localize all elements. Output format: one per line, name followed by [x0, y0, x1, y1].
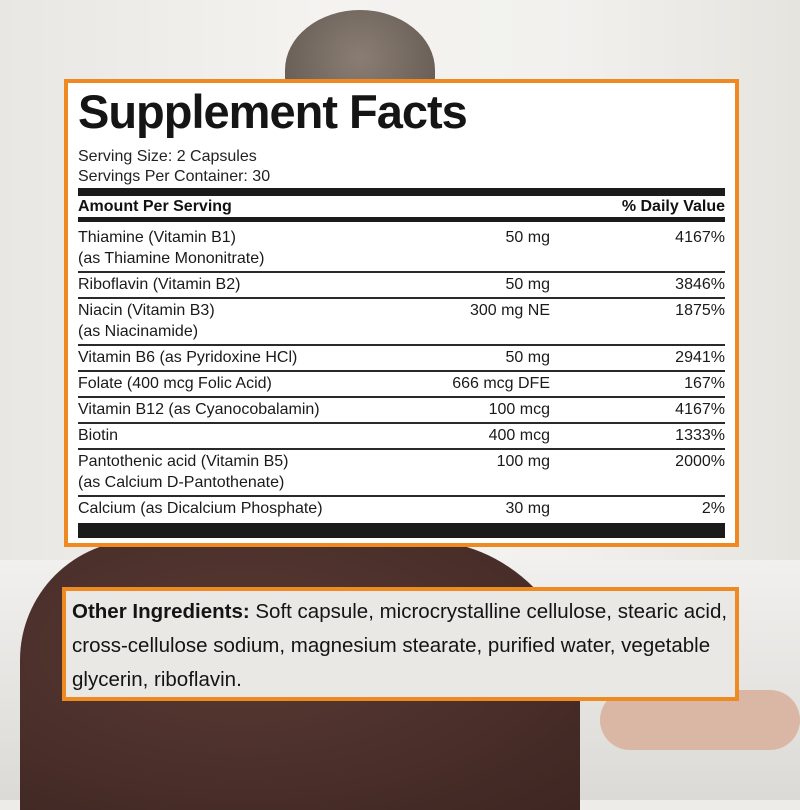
- header-amount: Amount Per Serving: [78, 198, 232, 215]
- nutrient-name: Folate (400 mcg Folic Acid): [78, 375, 272, 392]
- nutrient-name-cell: Thiamine (Vitamin B1) (as Thiamine Mononi…: [78, 227, 410, 269]
- nutrient-name: Thiamine (Vitamin B1): [78, 229, 236, 246]
- table-row: Vitamin B6 (as Pyridoxine HCl) 50 mg 2941%: [78, 346, 725, 372]
- nutrient-name-cell: Niacin (Vitamin B3) (as Niacinamide): [78, 300, 410, 342]
- divider-bottom: [78, 523, 725, 538]
- nutrient-amount: 50 mg: [505, 276, 550, 293]
- table-row: Calcium (as Dicalcium Phosphate) 30 mg 2%: [78, 497, 725, 521]
- nutrient-name-cell: Vitamin B12 (as Cyanocobalamin): [78, 399, 410, 420]
- nutrient-name-cell: Riboflavin (Vitamin B2): [78, 274, 410, 295]
- nutrient-source: (as Thiamine Mononitrate): [78, 250, 265, 267]
- nutrient-name-cell: Pantothenic acid (Vitamin B5) (as Calcium…: [78, 451, 410, 493]
- nutrient-amount: 300 mg NE: [469, 302, 550, 319]
- nutrient-daily-value: 1875%: [675, 302, 725, 319]
- divider-medium: [78, 217, 725, 222]
- serving-size: Serving Size: 2 Capsules: [78, 148, 257, 165]
- nutrient-name-cell: Biotin: [78, 425, 410, 446]
- nutrient-daily-value: 167%: [684, 375, 725, 392]
- table-row: Biotin 400 mcg 1333%: [78, 424, 725, 450]
- nutrient-name: Vitamin B12 (as Cyanocobalamin): [78, 401, 320, 418]
- nutrient-daily-value: 3846%: [675, 276, 725, 293]
- nutrient-amount: 400 mcg: [488, 427, 550, 444]
- nutrient-amount: 100 mg: [496, 453, 550, 470]
- nutrient-amount: 50 mg: [505, 229, 550, 246]
- nutrient-name: Calcium (as Dicalcium Phosphate): [78, 500, 323, 517]
- nutrient-daily-value: 2941%: [675, 349, 725, 366]
- nutrient-name: Riboflavin (Vitamin B2): [78, 276, 241, 293]
- nutrient-source: (as Niacinamide): [78, 323, 199, 340]
- nutrient-daily-value: 4167%: [675, 401, 725, 418]
- nutrient-amount: 30 mg: [505, 500, 550, 517]
- table-row: Folate (400 mcg Folic Acid) 666 mcg DFE 16…: [78, 372, 725, 398]
- other-ingredients-text: Soft capsule, microcrystalline cellulose…: [72, 600, 728, 691]
- nutrient-name-cell: Vitamin B6 (as Pyridoxine HCl): [78, 347, 410, 368]
- nutrient-daily-value: 4167%: [675, 229, 725, 246]
- header-daily-value: % Daily Value: [621, 198, 725, 215]
- nutrient-daily-value: 1333%: [675, 427, 725, 444]
- servings-per-container: Servings Per Container: 30: [78, 168, 271, 185]
- nutrient-daily-value: 2%: [701, 500, 725, 517]
- table-row: Pantothenic acid (Vitamin B5) (as Calcium…: [78, 450, 725, 497]
- table-row: Niacin (Vitamin B3) (as Niacinamide) 300 m…: [78, 299, 725, 346]
- nutrient-name: Niacin (Vitamin B3): [78, 302, 215, 319]
- nutrient-source: (as Calcium D-Pantothenate): [78, 474, 285, 491]
- panel-title: Supplement Facts: [78, 85, 468, 138]
- nutrient-name: Vitamin B6 (as Pyridoxine HCl): [78, 349, 298, 366]
- nutrient-table: Thiamine (Vitamin B1) (as Thiamine Mononi…: [78, 226, 725, 521]
- divider-thick: [78, 188, 725, 196]
- nutrient-amount: 100 mcg: [488, 401, 550, 418]
- nutrient-name-cell: Calcium (as Dicalcium Phosphate): [78, 498, 410, 519]
- nutrient-amount: 666 mcg DFE: [452, 375, 550, 392]
- table-header: Amount Per Serving % Daily Value: [78, 196, 725, 217]
- table-row: Riboflavin (Vitamin B2) 50 mg 3846%: [78, 273, 725, 299]
- nutrient-daily-value: 2000%: [675, 453, 725, 470]
- nutrient-amount: 50 mg: [505, 349, 550, 366]
- table-row: Vitamin B12 (as Cyanocobalamin) 100 mcg 41…: [78, 398, 725, 424]
- nutrient-name-cell: Folate (400 mcg Folic Acid): [78, 373, 410, 394]
- nutrient-name: Pantothenic acid (Vitamin B5): [78, 453, 289, 470]
- other-ingredients-box: Other Ingredients: Soft capsule, microcr…: [62, 587, 739, 701]
- supplement-facts-panel: Supplement Facts Serving Size: 2 Capsule…: [64, 79, 739, 547]
- other-ingredients-label: Other Ingredients:: [72, 600, 250, 623]
- table-row: Thiamine (Vitamin B1) (as Thiamine Mononi…: [78, 226, 725, 273]
- nutrient-name: Biotin: [78, 427, 119, 444]
